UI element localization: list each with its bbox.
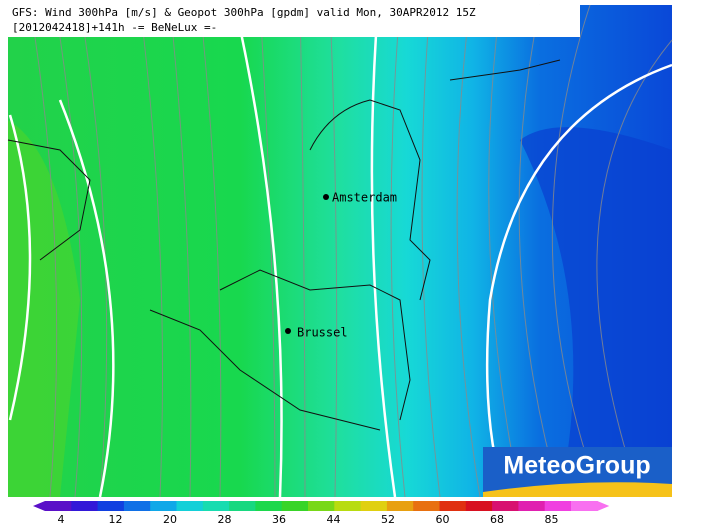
colorbar-segment bbox=[439, 501, 467, 511]
city-label: Brussel bbox=[297, 326, 348, 340]
colorbar-tick-label: 68 bbox=[490, 513, 504, 526]
colorbar-segment bbox=[45, 501, 72, 511]
logo-swoosh bbox=[483, 482, 672, 497]
colorbar-segment bbox=[544, 501, 572, 511]
wind-area bbox=[8, 120, 80, 497]
colorbar-segment bbox=[308, 501, 335, 511]
geopotential-contours bbox=[8, 4, 673, 498]
colorbar-tick-label: 4 bbox=[58, 513, 65, 526]
colorbar-segment bbox=[229, 501, 256, 511]
colorbar-segment bbox=[176, 501, 204, 511]
colorbar-segment bbox=[518, 501, 546, 511]
logo-text: MeteoGroup bbox=[503, 452, 650, 480]
colorbar-end bbox=[597, 501, 610, 511]
colorbar-segment bbox=[202, 501, 230, 511]
colorbar-segment bbox=[71, 501, 99, 511]
colorbar-tick-label: 85 bbox=[545, 513, 559, 526]
colorbar-tick-label: 44 bbox=[327, 513, 341, 526]
colorbar-segment bbox=[492, 501, 519, 511]
colorbar-tick-label: 60 bbox=[436, 513, 450, 526]
header-box bbox=[8, 5, 580, 37]
colorbar-tick-label: 52 bbox=[381, 513, 395, 526]
colorbar-segment bbox=[571, 501, 598, 511]
header-line: [2012042418]+141h -= BeNeLux =- bbox=[12, 21, 217, 34]
colorbar-end bbox=[33, 501, 45, 511]
city-dot bbox=[285, 328, 291, 334]
city-dot bbox=[323, 194, 329, 200]
colorbar-segment bbox=[465, 501, 493, 511]
colorbar-segment bbox=[255, 501, 283, 511]
wind-area bbox=[520, 127, 672, 497]
colorbar-tick-label: 28 bbox=[218, 513, 232, 526]
colorbar-segment bbox=[334, 501, 362, 511]
colorbar: 4 12 20 28 36 44 52 60 68 85 bbox=[33, 501, 610, 526]
colorbar-tick-label: 36 bbox=[272, 513, 286, 526]
colorbar-segment bbox=[386, 501, 414, 511]
colorbar-tick-label: 20 bbox=[163, 513, 177, 526]
colorbar-segment bbox=[413, 501, 440, 511]
streamlines bbox=[29, 4, 673, 498]
header-line: GFS: Wind 300hPa [m/s] & Geopot 300hPa [… bbox=[12, 6, 476, 19]
colorbar-segment bbox=[123, 501, 151, 511]
city-label: Amsterdam bbox=[332, 191, 397, 205]
colorbar-segment bbox=[150, 501, 177, 511]
colorbar-tick-label: 12 bbox=[109, 513, 123, 526]
colorbar-segment bbox=[97, 501, 125, 511]
colorbar-segment bbox=[360, 501, 388, 511]
colorbar-segment bbox=[281, 501, 309, 511]
borders bbox=[7, 59, 561, 431]
